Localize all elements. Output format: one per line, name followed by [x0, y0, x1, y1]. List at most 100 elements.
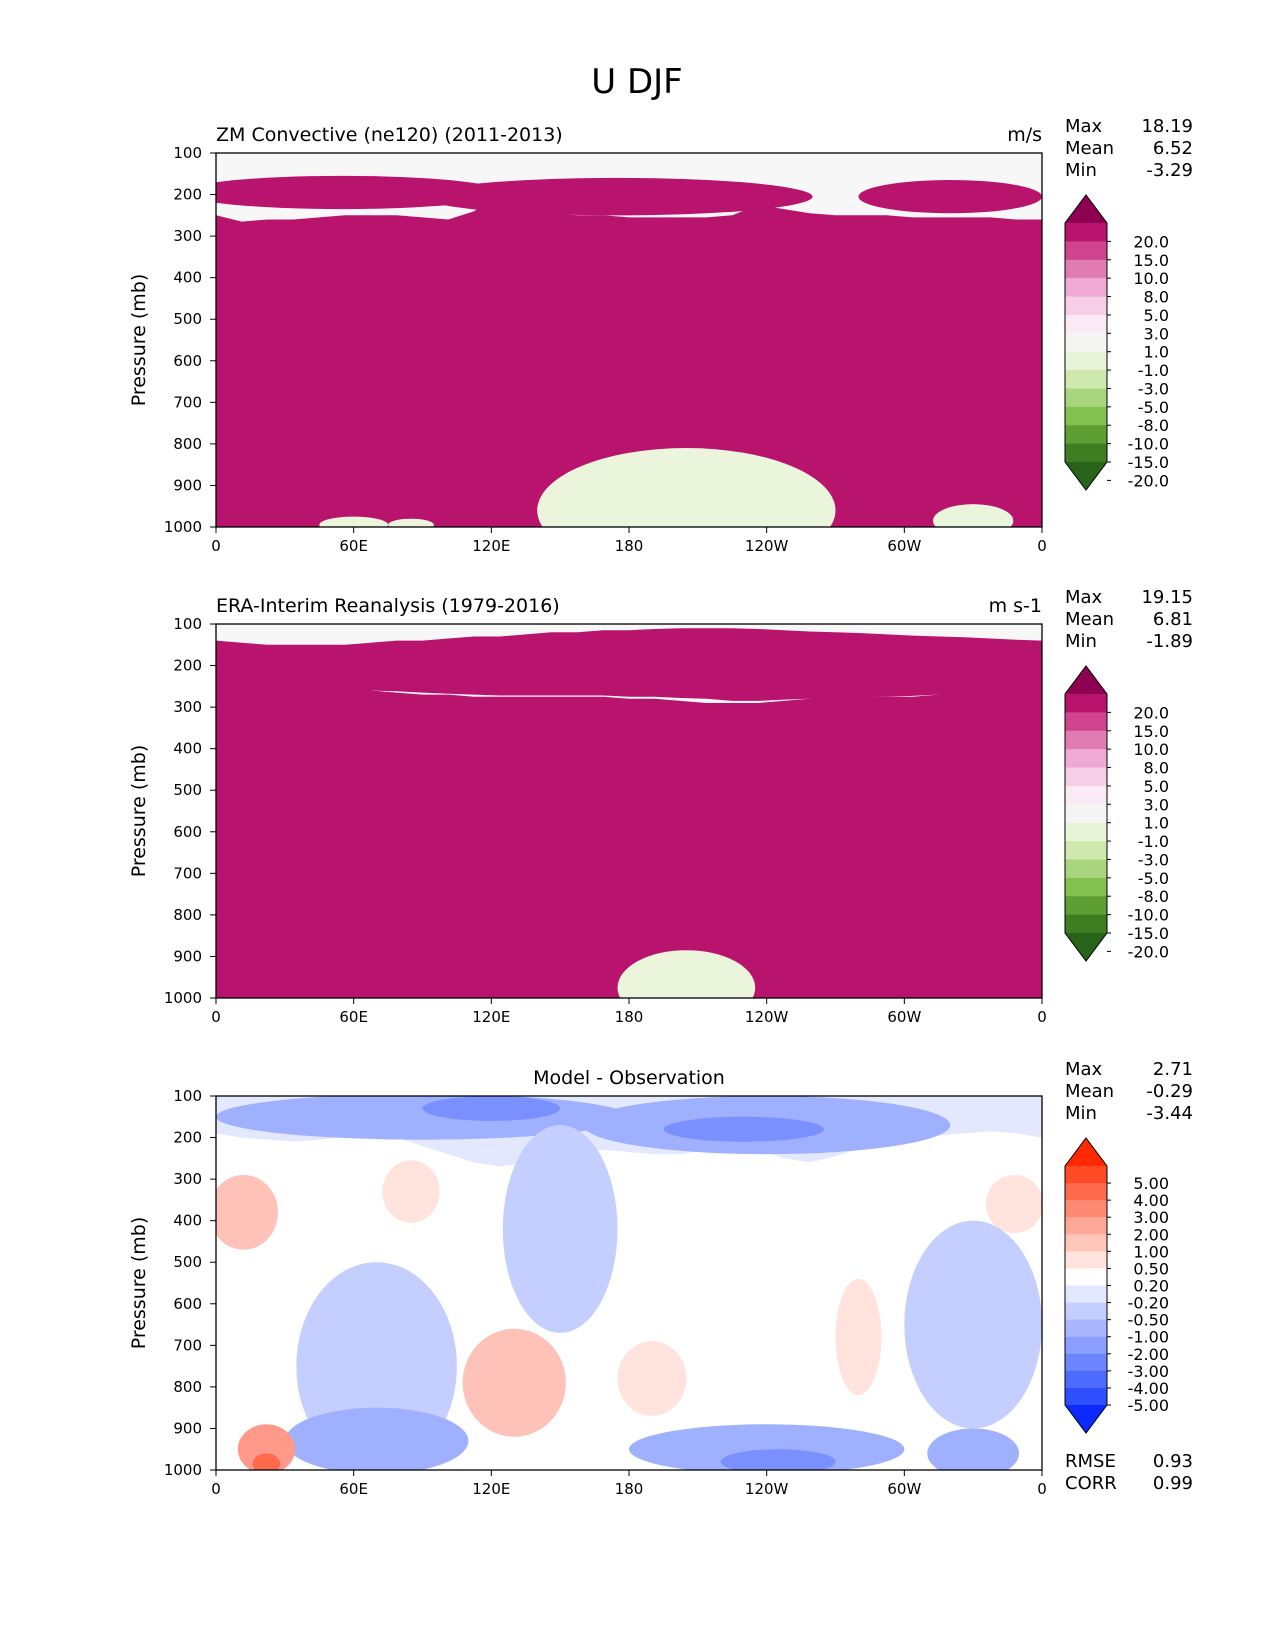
stat-label-min: Min — [1065, 160, 1097, 181]
jet-core-band — [216, 628, 1042, 701]
stat-label-min: Min — [1065, 631, 1097, 652]
y-tick-label: 1000 — [164, 989, 202, 1007]
colorbar-swatch — [1065, 1251, 1107, 1269]
colorbar: 5.004.003.002.001.000.500.20-0.20-0.50-1… — [1064, 1137, 1169, 1434]
colorbar-tick-label: 15.0 — [1133, 722, 1169, 741]
colorbar-tick-label: 1.00 — [1133, 1242, 1169, 1261]
x-tick-label: 60E — [339, 537, 368, 555]
colorbar-tick-label: 15.0 — [1133, 251, 1169, 270]
y-tick-label: 100 — [173, 615, 202, 633]
weak-easterly-patch-3 — [388, 518, 434, 527]
panel-title: ERA-Interim Reanalysis (1979-2016) — [216, 595, 560, 617]
contour-fill-15 — [216, 682, 1042, 998]
colorbar: 20.015.010.08.05.03.01.0-1.0-3.0-5.0-8.0… — [1064, 194, 1169, 491]
y-tick-label: 300 — [173, 1170, 202, 1188]
colorbar-tick-label: -1.0 — [1138, 361, 1169, 380]
x-tick-label: 60E — [339, 1480, 368, 1498]
y-tick-label: 100 — [173, 1087, 202, 1105]
colorbar-swatch — [1065, 914, 1107, 934]
colorbar-swatch — [1065, 443, 1107, 463]
colorbar-tick-label: 20.0 — [1133, 703, 1169, 722]
y-tick-label: 900 — [173, 476, 202, 494]
stat-value-min: -1.89 — [1146, 631, 1193, 652]
colorbar-swatch — [1065, 859, 1107, 879]
colorbar-tick-label: -3.0 — [1138, 850, 1169, 869]
colorbar-swatch — [1065, 388, 1107, 408]
x-tick-label: 0 — [1037, 1008, 1047, 1026]
colorbar-tick-label: -20.0 — [1128, 471, 1169, 490]
colorbar-tick-label: 1.0 — [1144, 343, 1169, 362]
colorbar-tick-label: 1.0 — [1144, 814, 1169, 833]
x-tick-label: 120W — [745, 1008, 789, 1026]
anomaly-blob-pos-17 — [237, 1424, 296, 1470]
y-tick-label: 300 — [173, 698, 202, 716]
panel-title: Model - Observation — [533, 1067, 725, 1089]
colorbar-swatch — [1065, 1302, 1107, 1321]
stat-value-min: -3.29 — [1146, 160, 1193, 181]
colorbar-swatch — [1065, 712, 1107, 732]
y-tick-label: 500 — [173, 1253, 202, 1271]
colorbar-tick-label: 3.00 — [1133, 1208, 1169, 1227]
y-tick-label: 400 — [173, 1212, 202, 1230]
colorbar-tick-label: -8.0 — [1138, 887, 1169, 906]
colorbar-tick-label: -8.0 — [1138, 416, 1169, 435]
panel-difference: 100 200 300 400 500 600 700 800 900 1000 0 60E 120E 1… — [128, 1059, 1193, 1498]
y-tick-label: 400 — [173, 269, 202, 287]
colorbar-swatch — [1065, 1285, 1107, 1304]
colorbar-swatch — [1065, 1268, 1107, 1286]
x-tick-label: 120E — [472, 1008, 510, 1026]
y-axis-label: Pressure (mb) — [128, 745, 150, 878]
colorbar: 20.015.010.08.05.03.01.0-1.0-3.0-5.0-8.0… — [1064, 665, 1169, 962]
contour-field — [216, 624, 1042, 998]
y-tick-label: 900 — [173, 947, 202, 965]
colorbar-swatch — [1065, 1336, 1107, 1355]
colorbar-tick-label: 4.00 — [1133, 1191, 1169, 1210]
anomaly-blob-neg-5 — [904, 1220, 1042, 1429]
colorbar-swatch — [1065, 1166, 1107, 1184]
colorbar-tick-label: 3.0 — [1144, 324, 1169, 343]
stat-label-corr: CORR — [1065, 1473, 1117, 1494]
colorbar-tick-label: -15.0 — [1128, 453, 1169, 472]
colorbar-swatch — [1065, 822, 1107, 842]
contour-fill-15 — [216, 194, 1042, 527]
stat-value-mean: -0.29 — [1146, 1081, 1193, 1102]
colorbar-swatch — [1065, 351, 1107, 371]
stat-label-min: Min — [1065, 1103, 1097, 1124]
weak-easterly-patch-0 — [617, 950, 756, 998]
anomaly-blob-pos-13 — [462, 1328, 566, 1437]
colorbar-swatch — [1065, 314, 1107, 334]
colorbar-swatch — [1065, 1234, 1107, 1252]
contour-field — [216, 1096, 1042, 1470]
x-tick-label: 120E — [472, 537, 510, 555]
colorbar-extend-bottom — [1065, 933, 1107, 961]
colorbar-swatch — [1065, 749, 1107, 769]
colorbar-extend-top — [1065, 1138, 1107, 1166]
x-tick-label: 120E — [472, 1480, 510, 1498]
y-tick-label: 200 — [173, 186, 202, 204]
anomaly-blob-pos-18 — [252, 1453, 281, 1470]
y-tick-label: 1000 — [164, 1461, 202, 1479]
colorbar-tick-label: -3.00 — [1128, 1362, 1169, 1381]
y-tick-label: 100 — [173, 144, 202, 162]
y-tick-label: 500 — [173, 781, 202, 799]
y-tick-label: 800 — [173, 1378, 202, 1396]
jet-core-2 — [858, 180, 1042, 214]
y-axis-label: Pressure (mb) — [128, 1217, 150, 1350]
colorbar-extend-top — [1065, 666, 1107, 694]
colorbar-tick-label: 0.50 — [1133, 1259, 1169, 1278]
weak-easterly-patch-0 — [537, 448, 836, 527]
colorbar-tick-label: 5.0 — [1144, 306, 1169, 325]
colorbar-tick-label: 10.0 — [1133, 269, 1169, 288]
stat-label-mean: Mean — [1065, 138, 1114, 159]
colorbar-swatch — [1065, 1387, 1107, 1406]
contour-field — [216, 153, 1042, 527]
colorbar-swatch — [1065, 1319, 1107, 1338]
colorbar-tick-label: -15.0 — [1128, 924, 1169, 943]
y-tick-label: 300 — [173, 227, 202, 245]
colorbar-tick-label: -10.0 — [1128, 906, 1169, 925]
colorbar-swatch — [1065, 223, 1107, 242]
panel-test: 100 200 300 400 500 600 700 800 900 1000 0 60E 120E 1… — [128, 116, 1193, 555]
x-tick-label: 0 — [211, 1480, 221, 1498]
